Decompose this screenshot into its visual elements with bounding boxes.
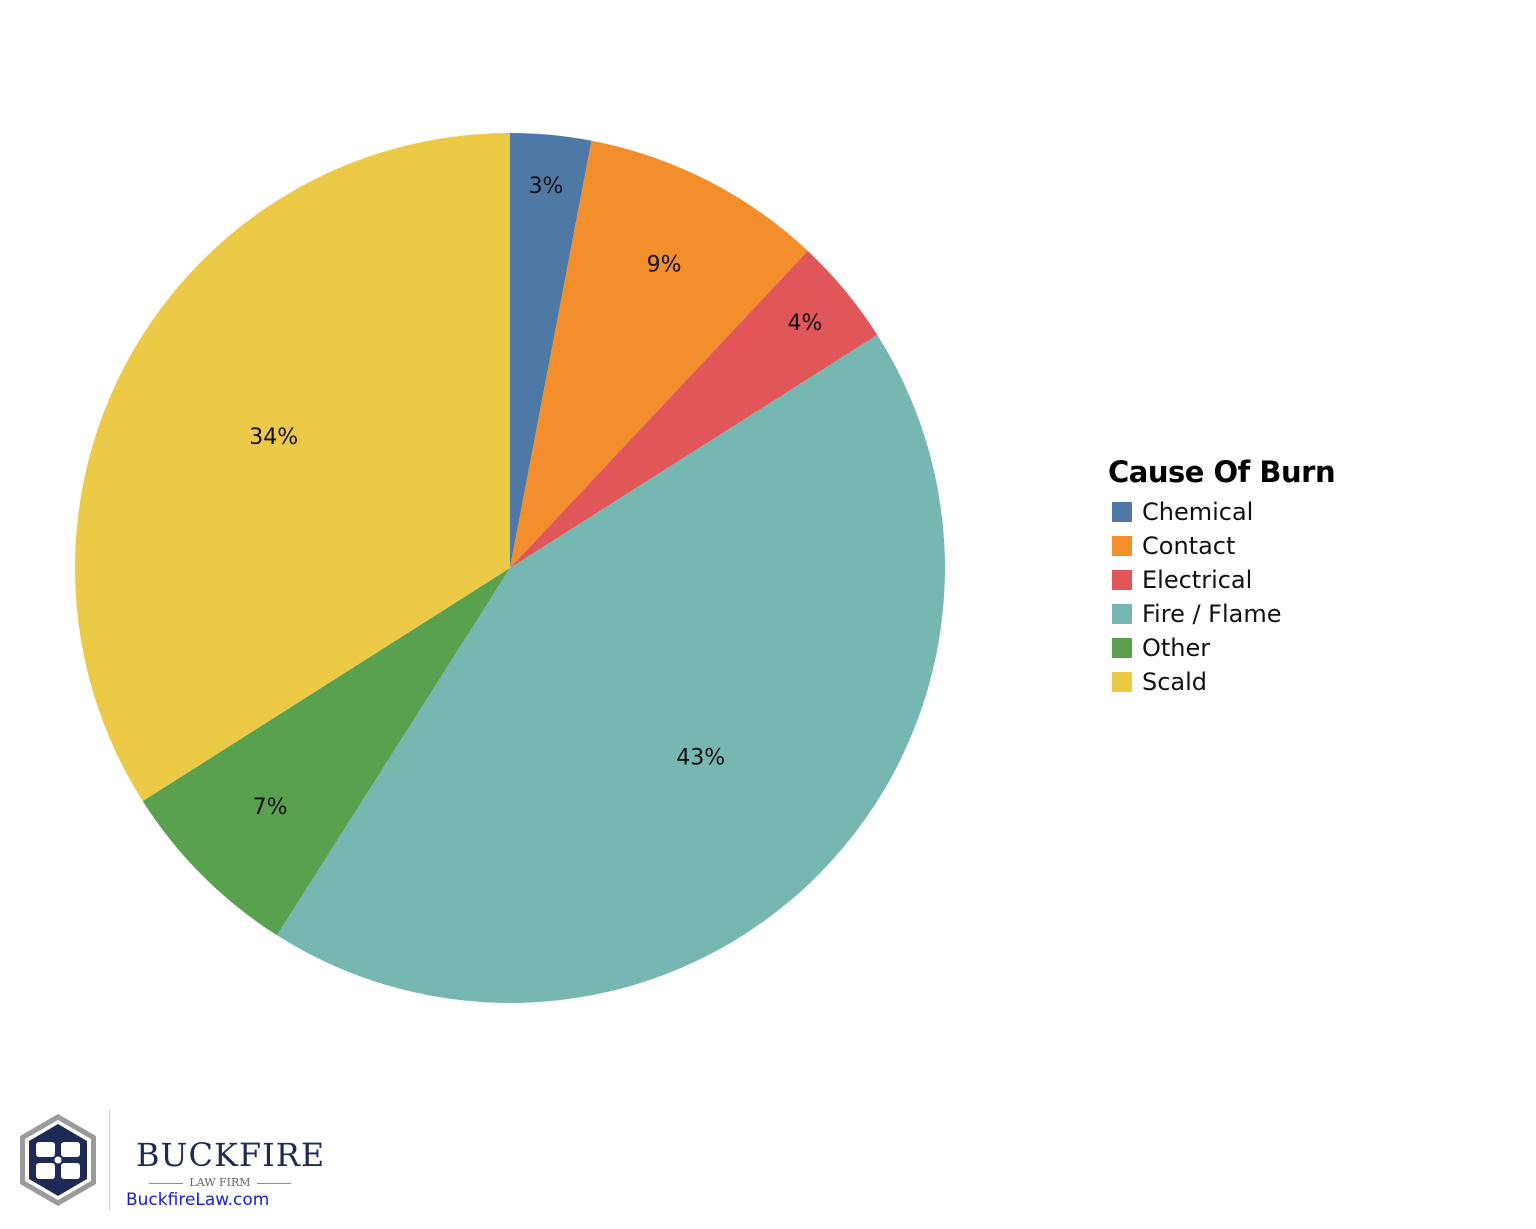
logo-url-link[interactable]: BuckfireLaw.com [126,1190,270,1210]
legend-label: Chemical [1142,498,1254,526]
legend-swatch [1112,638,1132,658]
pie-slice-chemical[interactable] [510,133,592,568]
logo-name: BUCKFIRE [136,1136,326,1174]
slice-percent-label: 9% [647,253,682,278]
pie-slice-other[interactable] [142,568,510,936]
legend-swatch [1112,570,1132,590]
legend-item-scald[interactable]: Scald [1108,665,1335,699]
pie-slice-electrical[interactable] [510,250,878,568]
hexagon-bb-logo-icon [20,1114,96,1206]
slice-percent-label: 3% [529,174,564,199]
legend-swatch [1112,502,1132,522]
slice-percent-label: 34% [249,425,298,450]
legend-item-other[interactable]: Other [1108,631,1335,665]
pie-slice-labels: 3% 9% 4% 43% 7% 34% [249,174,822,820]
pie-slice-contact[interactable] [510,140,808,568]
legend-label: Fire / Flame [1142,600,1282,628]
legend-label: Other [1142,634,1211,662]
slice-percent-label: 43% [676,746,725,771]
slice-percent-label: 7% [253,795,288,820]
legend-item-fire-flame[interactable]: Fire / Flame [1108,597,1335,631]
legend-item-contact[interactable]: Contact [1108,529,1335,563]
legend-swatch [1112,672,1132,692]
legend-swatch [1112,604,1132,624]
logo-divider [109,1110,110,1210]
buckfire-logo[interactable]: BUCKFIRE LAW FIRM BuckfireLaw.com [16,1110,324,1220]
legend-label: Contact [1142,532,1236,560]
legend-title: Cause Of Burn [1108,455,1336,489]
legend: Cause Of Burn Chemical Contact Electrica… [1108,455,1336,699]
pie-slices [75,132,945,1003]
logo-subtitle: LAW FIRM [136,1176,304,1189]
slice-percent-label: 4% [787,311,822,336]
legend-item-electrical[interactable]: Electrical [1108,563,1335,597]
pie-slice-scald[interactable] [75,132,510,802]
pie-slice-fire-flame[interactable] [276,334,945,1003]
legend-label: Electrical [1142,566,1253,594]
legend-label: Scald [1142,668,1208,696]
legend-swatch [1112,536,1132,556]
legend-item-chemical[interactable]: Chemical [1108,495,1335,529]
